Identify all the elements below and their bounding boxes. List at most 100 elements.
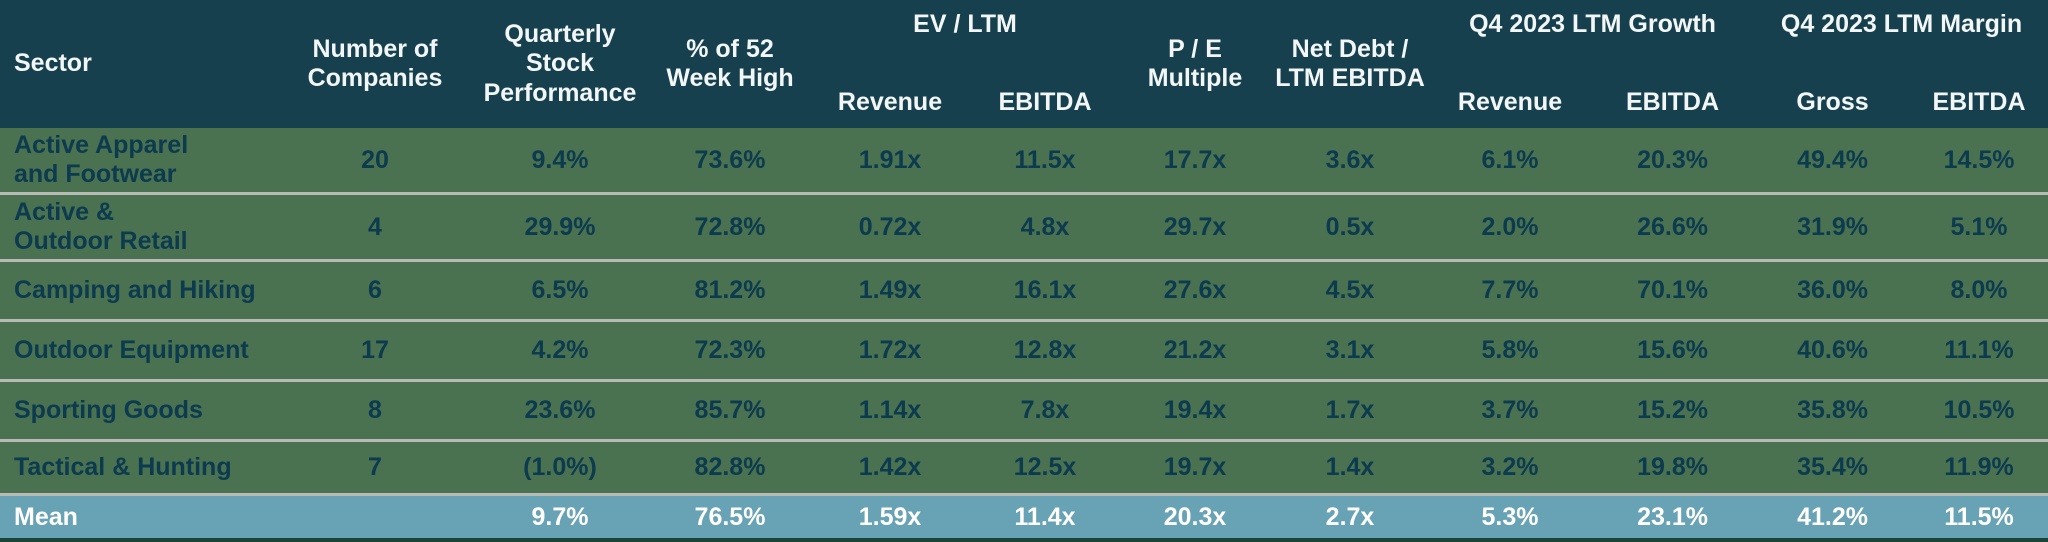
sector-cell: Sporting Goods: [0, 379, 280, 441]
value-cell: 1.42x: [810, 439, 970, 495]
value-cell: 72.8%: [650, 192, 810, 261]
table-header: Sector Number of Companies Quarterly Sto…: [0, 0, 2048, 128]
value-cell: 4.8x: [970, 192, 1121, 261]
value-cell: 17.7x: [1120, 128, 1271, 194]
sector-cell: Tactical & Hunting: [0, 439, 280, 495]
value-cell: 15.2%: [1590, 379, 1756, 441]
value-cell: 29.7x: [1120, 192, 1271, 261]
column-header-ev-ebitda: EBITDA: [970, 78, 1121, 128]
bottom-accent-bar: [0, 538, 2048, 542]
value-cell: 10.5%: [1910, 379, 2048, 441]
value-cell: 8.0%: [1910, 259, 2048, 321]
value-cell: 5.8%: [1430, 319, 1591, 381]
value-cell: 72.3%: [650, 319, 810, 381]
table-row: Outdoor Equipment 17 4.2% 72.3% 1.72x 12…: [0, 319, 2048, 381]
column-group-ltm-margin: Q4 2023 LTM Margin: [1755, 0, 2048, 78]
value-cell: 5.1%: [1910, 192, 2048, 261]
value-cell: 21.2x: [1120, 319, 1271, 381]
value-cell: 85.7%: [650, 379, 810, 441]
value-cell: 4.5x: [1270, 259, 1431, 321]
value-cell: 3.7%: [1430, 379, 1591, 441]
value-cell: 40.6%: [1755, 319, 1911, 381]
value-cell: 7.7%: [1430, 259, 1591, 321]
value-cell: (1.0%): [470, 439, 650, 495]
value-cell: 7: [280, 439, 470, 495]
column-header-ev-revenue: Revenue: [810, 78, 970, 128]
value-cell: 1.14x: [810, 379, 970, 441]
table-footer: Mean 9.7% 76.5% 1.59x 11.4x 20.3x 2.7x 5…: [0, 493, 2048, 538]
table-row: Tactical & Hunting 7 (1.0%) 82.8% 1.42x …: [0, 439, 2048, 495]
value-cell: 6: [280, 259, 470, 321]
value-cell: 11.1%: [1910, 319, 2048, 381]
value-cell: 6.5%: [470, 259, 650, 321]
value-cell: 4.2%: [470, 319, 650, 381]
value-cell: 81.2%: [650, 259, 810, 321]
column-group-ltm-growth: Q4 2023 LTM Growth: [1430, 0, 1756, 78]
mean-value-cell: 5.3%: [1430, 493, 1591, 538]
mean-value-cell: 20.3x: [1120, 493, 1271, 538]
column-header-week-high: % of 52 Week High: [650, 0, 810, 128]
value-cell: 31.9%: [1755, 192, 1911, 261]
value-cell: 12.5x: [970, 439, 1121, 495]
value-cell: 12.8x: [970, 319, 1121, 381]
value-cell: 8: [280, 379, 470, 441]
mean-value-cell: 11.4x: [970, 493, 1121, 538]
value-cell: 6.1%: [1430, 128, 1591, 194]
value-cell: 36.0%: [1755, 259, 1911, 321]
value-cell: 1.7x: [1270, 379, 1431, 441]
value-cell: 14.5%: [1910, 128, 2048, 194]
value-cell: 49.4%: [1755, 128, 1911, 194]
value-cell: 0.72x: [810, 192, 970, 261]
value-cell: 1.49x: [810, 259, 970, 321]
value-cell: 35.8%: [1755, 379, 1911, 441]
value-cell: 19.4x: [1120, 379, 1271, 441]
mean-value-cell: 11.5%: [1910, 493, 2048, 538]
mean-value-cell: 23.1%: [1590, 493, 1756, 538]
value-cell: 2.0%: [1430, 192, 1591, 261]
mean-value-cell: 1.59x: [810, 493, 970, 538]
value-cell: 16.1x: [970, 259, 1121, 321]
sector-cell: Outdoor Equipment: [0, 319, 280, 381]
value-cell: 73.6%: [650, 128, 810, 194]
table-row: Active & Outdoor Retail 4 29.9% 72.8% 0.…: [0, 192, 2048, 261]
value-cell: 1.72x: [810, 319, 970, 381]
column-header-growth-revenue: Revenue: [1430, 78, 1591, 128]
mean-value-cell: 41.2%: [1755, 493, 1911, 538]
value-cell: 11.5x: [970, 128, 1121, 194]
table-row: Sporting Goods 8 23.6% 85.7% 1.14x 7.8x …: [0, 379, 2048, 441]
value-cell: 27.6x: [1120, 259, 1271, 321]
mean-value-cell: 76.5%: [650, 493, 810, 538]
value-cell: 3.2%: [1430, 439, 1591, 495]
value-cell: 29.9%: [470, 192, 650, 261]
value-cell: 17: [280, 319, 470, 381]
value-cell: 20.3%: [1590, 128, 1756, 194]
table-body: Active Apparel and Footwear 20 9.4% 73.6…: [0, 128, 2048, 495]
value-cell: 35.4%: [1755, 439, 1911, 495]
group-label-ltm-margin: Q4 2023 LTM Margin: [1780, 10, 2023, 38]
value-cell: 0.5x: [1270, 192, 1431, 261]
value-cell: 70.1%: [1590, 259, 1756, 321]
value-cell: 3.6x: [1270, 128, 1431, 194]
group-label-ev-ltm: EV / LTM: [913, 10, 1017, 38]
value-cell: 1.4x: [1270, 439, 1431, 495]
value-cell: 82.8%: [650, 439, 810, 495]
mean-row: Mean 9.7% 76.5% 1.59x 11.4x 20.3x 2.7x 5…: [0, 493, 2048, 538]
mean-value-cell: [280, 493, 470, 538]
value-cell: 4: [280, 192, 470, 261]
column-header-growth-ebitda: EBITDA: [1590, 78, 1756, 128]
column-header-companies: Number of Companies: [280, 0, 470, 128]
sector-cell: Camping and Hiking: [0, 259, 280, 321]
value-cell: 20: [280, 128, 470, 194]
value-cell: 26.6%: [1590, 192, 1756, 261]
column-header-margin-ebitda: EBITDA: [1910, 78, 2048, 128]
sector-cell: Active & Outdoor Retail: [0, 192, 280, 261]
column-header-net-debt: Net Debt / LTM EBITDA: [1270, 0, 1431, 128]
column-header-pe-multiple: P / E Multiple: [1120, 0, 1271, 128]
column-header-sector: Sector: [0, 0, 280, 128]
value-cell: 9.4%: [470, 128, 650, 194]
value-cell: 11.9%: [1910, 439, 2048, 495]
table-row: Camping and Hiking 6 6.5% 81.2% 1.49x 16…: [0, 259, 2048, 321]
column-group-ev-ltm: EV / LTM: [810, 0, 1121, 78]
value-cell: 23.6%: [470, 379, 650, 441]
